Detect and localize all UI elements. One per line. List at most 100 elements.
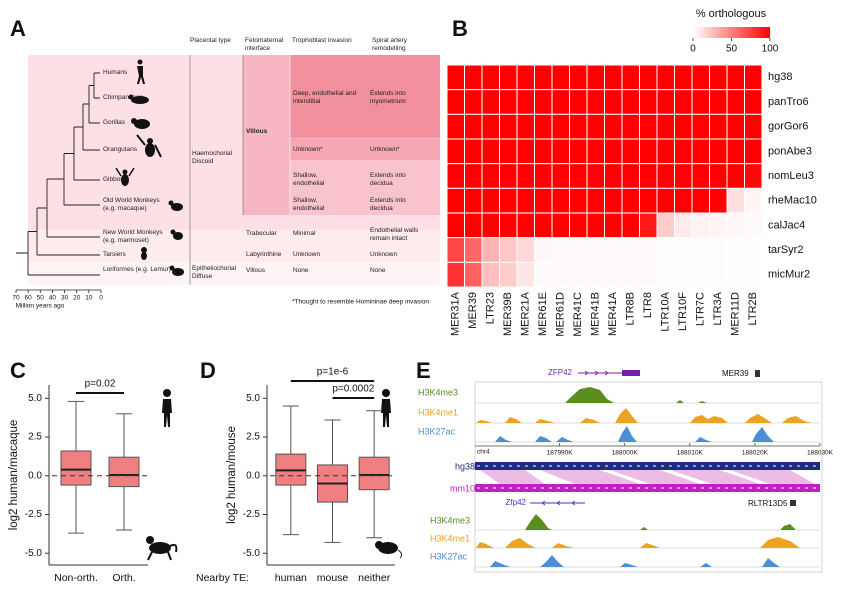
heatmap-cell xyxy=(709,113,728,140)
row-label: micMur2 xyxy=(768,269,810,281)
heatmap-cell xyxy=(586,261,605,288)
x-axis-title: Nearby TE: xyxy=(196,572,249,584)
table-cell: Minimal xyxy=(293,230,316,237)
heatmap-cell xyxy=(499,261,518,288)
heatmap-cell xyxy=(464,163,483,189)
heatmap-cell xyxy=(621,212,640,239)
x-tick-label: neither xyxy=(358,572,391,584)
synteny-bars xyxy=(475,462,820,492)
heatmap-cell xyxy=(551,237,570,263)
gene-label: ZFP42 xyxy=(548,368,573,377)
heatmap-cell xyxy=(744,138,763,165)
heatmap-cell xyxy=(464,237,483,263)
heatmap-cell xyxy=(464,89,483,115)
table-cell: Extends into decidua xyxy=(370,197,406,212)
column-label: MER41A xyxy=(607,291,619,336)
y-tick-label: 5.0 xyxy=(28,393,42,404)
row-label: calJac4 xyxy=(768,219,805,231)
box xyxy=(60,450,92,486)
heatmap-cell xyxy=(726,113,745,140)
table-cell: Unknown xyxy=(370,251,398,258)
heatmap-cell xyxy=(586,89,605,115)
heatmap-cell xyxy=(656,163,675,189)
heatmap-cell xyxy=(621,113,640,140)
heatmap-cell xyxy=(621,138,640,165)
species-label: Gibbons xyxy=(103,176,128,183)
y-tick-label: 0.0 xyxy=(246,470,260,481)
heatmap-cell xyxy=(726,163,745,189)
signal-tracks xyxy=(476,387,820,567)
heatmap-cell xyxy=(551,163,570,189)
heatmap-cell xyxy=(534,212,553,239)
heatmap-cell xyxy=(499,187,518,214)
heatmap-cell xyxy=(534,138,553,165)
y-tick-label: -2.5 xyxy=(25,509,43,520)
heatmap-cell xyxy=(446,212,465,239)
heatmap-cell xyxy=(674,64,693,91)
heatmap-cell xyxy=(481,113,500,140)
heatmap-cell xyxy=(709,261,728,288)
x-tick-label: 30 xyxy=(61,295,69,302)
species-label: Old World Monkeys (e.g. macaque) xyxy=(103,197,160,212)
heatmap-cell xyxy=(481,89,500,115)
heatmap-cell xyxy=(551,261,570,288)
column-header: Trophoblast invasion xyxy=(292,37,352,44)
heatmap-cell xyxy=(639,237,658,263)
x-tick-label: 70 xyxy=(12,295,20,302)
column-label: MER39 xyxy=(467,292,479,329)
heatmap-cell xyxy=(569,187,588,214)
heatmap-cell xyxy=(726,212,745,239)
heatmap-cell xyxy=(656,113,675,140)
colorbar-tick-label: 100 xyxy=(762,44,779,55)
heatmap-cell xyxy=(744,113,763,140)
heatmap-cell xyxy=(569,261,588,288)
heatmap-cell xyxy=(639,212,658,239)
column-label: MER21A xyxy=(520,291,532,336)
row-label: hg38 xyxy=(768,71,792,83)
track-label: H3K27ac xyxy=(418,426,456,436)
heatmap-cell xyxy=(709,187,728,214)
x-tick-label: 60 xyxy=(25,295,33,302)
heatmap-cell xyxy=(691,261,710,288)
x-tick-label: Non-orth. xyxy=(54,572,98,584)
species-icons xyxy=(115,59,184,276)
x-tick-label: human xyxy=(275,572,307,584)
table-cell: Unknown* xyxy=(370,146,400,153)
assembly-label: hg38 xyxy=(455,461,475,471)
heatmap-cell xyxy=(586,237,605,263)
heatmap-cell xyxy=(586,138,605,165)
species-label: Orangutans xyxy=(103,146,137,153)
heatmap-cell xyxy=(744,163,763,189)
x-tick-label: 50 xyxy=(37,295,45,302)
heatmap-cell xyxy=(499,237,518,263)
heatmap-cell xyxy=(464,187,483,214)
heatmap-cell xyxy=(744,212,763,239)
heatmap-cell xyxy=(551,89,570,115)
x-tick-label: 20 xyxy=(73,295,81,302)
column-label: LTR10A xyxy=(660,291,672,331)
heatmap-cell xyxy=(569,64,588,91)
y-tick-label: 2.5 xyxy=(246,432,260,443)
x-tick-label: mouse xyxy=(317,572,349,584)
track-label: H3K4me3 xyxy=(430,515,470,525)
heatmap-cell xyxy=(674,261,693,288)
ruler-tick-label: 188020K xyxy=(742,450,769,457)
heatmap-cell xyxy=(481,261,500,288)
x-axis-title: Million years ago xyxy=(16,303,65,310)
heatmap-cell xyxy=(569,237,588,263)
heatmap-cell xyxy=(464,113,483,140)
box xyxy=(358,456,390,491)
heatmap-cell xyxy=(744,64,763,91)
column-label: LTR3A xyxy=(712,291,724,325)
column-header: Fetomaternal interface xyxy=(245,37,284,52)
heatmap-cell xyxy=(656,261,675,288)
heatmap-cell xyxy=(569,113,588,140)
heatmap-cell xyxy=(691,64,710,91)
heatmap-cell xyxy=(691,212,710,239)
x-tick-label: 0 xyxy=(99,295,103,302)
heatmap-cell xyxy=(674,163,693,189)
panel-label: B xyxy=(452,16,468,41)
heatmap-cell xyxy=(446,64,465,91)
